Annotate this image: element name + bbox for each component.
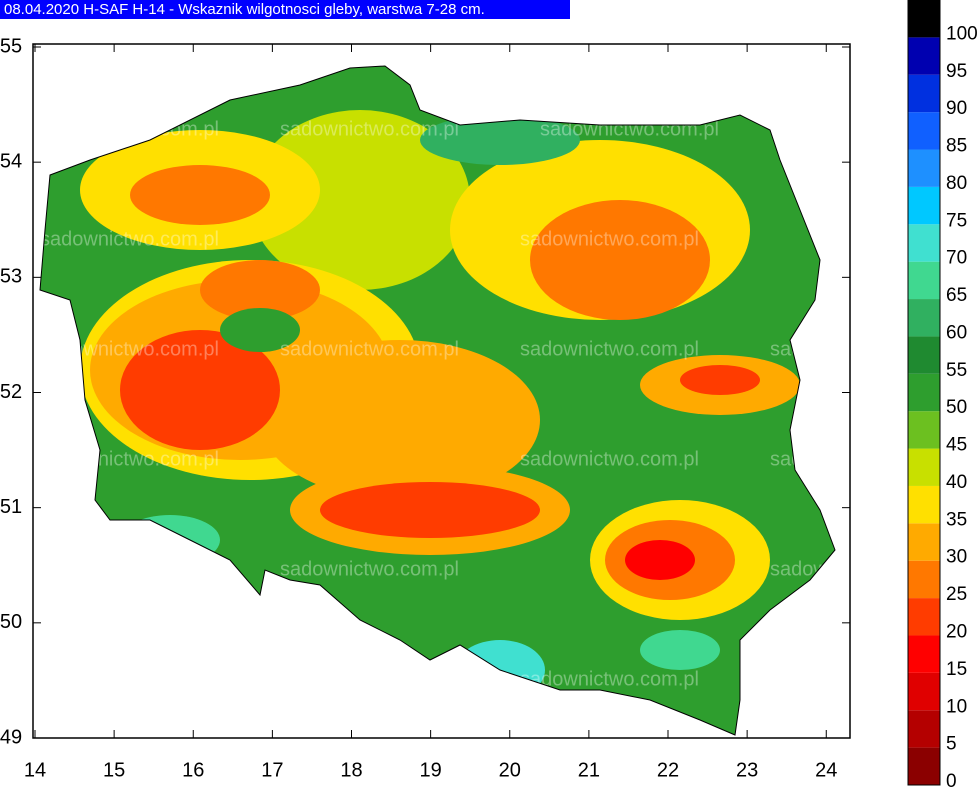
colorbar-label: 65: [946, 285, 967, 306]
colorbar-label: 10: [946, 696, 967, 717]
colorbar-segment: [908, 635, 940, 673]
colorbar-segment: [908, 560, 940, 599]
colorbar-label: 35: [946, 509, 967, 530]
plot-frame: [32, 43, 851, 739]
x-tick-label: 14: [24, 759, 46, 781]
colorbar-frame: [907, 0, 941, 786]
colorbar-segment: [908, 336, 940, 374]
colorbar-segment: [908, 672, 940, 711]
watermark: sadownictwo.com.pl: [280, 118, 459, 140]
watermark: sadownictwo.com.pl: [40, 118, 219, 140]
colorbar-label: 70: [946, 248, 967, 269]
colorbar-label: 95: [946, 61, 967, 82]
colorbar-segment: [908, 485, 940, 524]
colorbar-label: 80: [946, 173, 967, 194]
watermark: sadownictwo.com.pl: [280, 558, 459, 580]
watermark: sadownictwo.com.pl: [280, 668, 459, 690]
colorbar-label: 90: [946, 98, 967, 119]
colorbar-segment: [908, 37, 940, 75]
watermark: sadownictwo.com.pl: [40, 448, 219, 470]
colorbar-label: 30: [946, 547, 967, 568]
y-tick-label: 53: [0, 266, 22, 288]
colorbar-label: 60: [946, 322, 967, 343]
x-tick-label: 16: [182, 759, 204, 781]
colorbar-label: 50: [946, 397, 967, 418]
y-tick-label: 54: [0, 150, 22, 172]
colorbar-segment: [908, 0, 940, 38]
colorbar-label: 100: [946, 23, 978, 44]
x-tick-label: 15: [103, 759, 125, 781]
colorbar-label: 55: [946, 360, 967, 381]
y-tick-label: 52: [0, 381, 22, 403]
x-tick-label: 22: [657, 759, 679, 781]
watermark: sadownictwo.com.pl: [280, 338, 459, 360]
colorbar-label: 40: [946, 472, 967, 493]
x-tick-label: 19: [420, 759, 442, 781]
colorbar-segment: [908, 747, 940, 785]
colorbar-label: 75: [946, 210, 967, 231]
watermark: sadownictwo.com.pl: [40, 338, 219, 360]
watermark: sadownictwo.com.pl: [40, 558, 219, 580]
colorbar-label: 0: [946, 771, 957, 792]
colorbar-segment: [908, 598, 940, 636]
colorbar-segment: [908, 299, 940, 337]
colorbar-label: 20: [946, 621, 967, 642]
colorbar-segment: [908, 448, 940, 486]
colorbar-segment: [908, 74, 940, 113]
y-tick-label: 51: [0, 496, 22, 518]
colorbar-segment: [908, 186, 940, 225]
y-tick-label: 49: [0, 726, 22, 748]
watermark: sadownictwo.com.pl: [520, 338, 699, 360]
moisture-field: [40, 66, 835, 735]
x-tick-label: 23: [736, 759, 758, 781]
watermark: sadownictwo.com.pl: [40, 228, 219, 250]
title-box: [0, 0, 570, 19]
colorbar-label: 45: [946, 435, 967, 456]
colorbar-segment: [908, 411, 940, 449]
x-tick-label: 20: [499, 759, 521, 781]
watermark: sadownictwo.com.pl: [540, 118, 719, 140]
watermark: sadownictwo.com.pl: [520, 448, 699, 470]
colorbar-segment: [908, 373, 940, 412]
colorbar-segment: [908, 224, 940, 262]
watermark: sadownictwo.com.pl: [520, 668, 699, 690]
watermark: sadownictwo.com.pl: [770, 338, 949, 360]
x-tick-label: 21: [578, 759, 600, 781]
colorbar-segment: [908, 710, 940, 748]
x-tick-label: 18: [340, 759, 362, 781]
colorbar-label: 15: [946, 659, 967, 680]
watermark: sadownictwo.com.pl: [770, 668, 949, 690]
y-tick-label: 55: [0, 35, 22, 57]
colorbar-segment: [908, 523, 940, 561]
colorbar-label: 5: [946, 734, 957, 755]
title: 08.04.2020 H-SAF H-14 - Wskaznik wilgotn…: [4, 1, 485, 18]
colorbar-label: 85: [946, 136, 967, 157]
x-tick-label: 17: [261, 759, 283, 781]
watermark: sadownictwo.com.pl: [770, 448, 949, 470]
y-tick-label: 50: [0, 611, 22, 633]
country-border: [39, 65, 836, 736]
colorbar-segment: [908, 149, 940, 187]
colorbar-segment: [908, 261, 940, 300]
colorbar-label: 25: [946, 584, 967, 605]
colorbar-segment: [908, 112, 940, 150]
watermark: sadownictwo.com.pl: [520, 228, 699, 250]
x-tick-label: 24: [815, 759, 837, 781]
